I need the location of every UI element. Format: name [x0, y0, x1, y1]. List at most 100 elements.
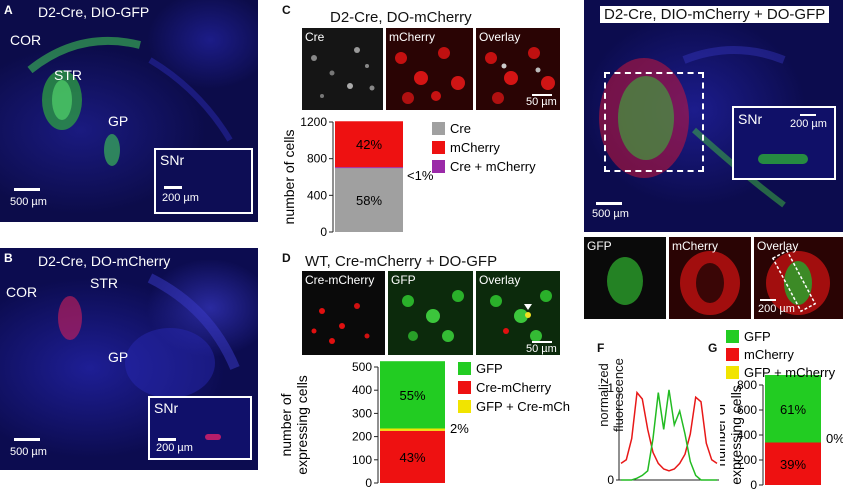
panel-title: D2-Cre, DO-mCherry	[330, 9, 472, 26]
tile-gfp-signal	[607, 257, 643, 305]
inset-scale-label: 200 µm	[156, 442, 193, 454]
bar-callout-label: 2%	[450, 421, 469, 436]
tile-overlay: Overlay 50 µm	[476, 271, 560, 355]
panel-letter: G	[708, 341, 718, 355]
panel-title: D2-Cre, DO-mCherry	[38, 253, 171, 269]
inset-scale-label: 200 µm	[790, 118, 827, 130]
panel-title: WT, Cre-mCherry + DO-GFP	[305, 253, 498, 270]
tile-label: Overlay	[479, 30, 521, 44]
tile-overlay: Overlay 50 µm	[476, 28, 560, 110]
scale-bar	[532, 341, 552, 343]
series-line	[620, 390, 718, 472]
scale-label: 50 µm	[526, 96, 557, 108]
legend-swatch	[458, 362, 471, 375]
inset-signal	[205, 434, 221, 440]
y-axis-label-line1: number of	[278, 393, 294, 456]
legend-swatch	[432, 122, 445, 135]
legend-swatch	[458, 400, 471, 413]
inset-box: SNr 200 µm	[148, 396, 252, 460]
tile-cre-mcherry: Cre-mCherry	[302, 271, 385, 355]
y-axis-label: number of cells	[281, 130, 297, 225]
chart-g: 0 200 400 600 800 number of expressing cells 39…	[720, 330, 843, 490]
panel-letter: D	[282, 251, 291, 265]
scale-label: 500 µm	[592, 208, 629, 220]
y-axis-label-line1: number of	[720, 403, 728, 466]
legend-label: GFP	[476, 361, 503, 376]
inset-scale-label: 200 µm	[162, 192, 199, 204]
tile-overlay-signal	[766, 249, 830, 315]
panel-b-fluorescence	[58, 273, 240, 398]
bar-segment	[380, 430, 445, 483]
tile-label: Cre-mCherry	[305, 273, 375, 287]
y-tick-label: 400	[307, 188, 327, 202]
y-tick-label: 100	[352, 453, 372, 467]
inset-box: SNr 200 µm	[154, 148, 253, 214]
scale-bar	[596, 202, 622, 205]
tile-mcherry-signal	[680, 251, 740, 315]
legend-label: GFP + mCherry	[744, 365, 836, 380]
y-tick-label: 0	[365, 476, 372, 490]
bar-segment	[380, 428, 445, 431]
region-label-gp: GP	[108, 113, 129, 129]
y-axis-label-line2: expressing cells	[728, 385, 744, 485]
tile-mcherry-cells	[395, 47, 465, 104]
tile-cre: Cre	[302, 28, 383, 110]
region-label-cor: COR	[10, 32, 42, 48]
bar-segment	[380, 361, 445, 429]
inset-signal	[758, 154, 808, 164]
scale-bar	[760, 299, 776, 301]
tile-overlay-cells	[485, 47, 555, 104]
panel-a-fluorescence	[27, 36, 233, 166]
tile-label: Overlay	[479, 273, 521, 287]
tile-label: Cre	[305, 30, 325, 44]
tile-label: GFP	[391, 273, 416, 287]
bar-percent-label: 43%	[399, 450, 425, 465]
y-axis-label-line2: expressing cells	[294, 375, 310, 475]
bar-segment	[335, 167, 403, 169]
scale-label: 200 µm	[758, 303, 795, 315]
bar-percent-label: 42%	[356, 137, 382, 152]
bar-percent-label: 58%	[356, 193, 382, 208]
region-label-gp: GP	[108, 349, 129, 365]
y-tick-label: 0	[320, 225, 327, 239]
inset-scale-bar	[158, 438, 176, 441]
tile-overlay: Overlay 200 µm	[754, 237, 843, 319]
inset-scale-bar	[164, 186, 182, 189]
tile-label: Overlay	[757, 239, 799, 253]
y-tick-label: 600	[737, 403, 757, 417]
chart-f: 01	[607, 381, 719, 486]
tile-label: mCherry	[389, 30, 436, 44]
inset-scale-bar	[800, 114, 816, 116]
legend-label: GFP + Cre-mCherry	[476, 399, 570, 414]
scale-label: 50 µm	[526, 343, 557, 355]
bar-segment	[335, 121, 403, 168]
bar-segment	[765, 442, 821, 485]
legend-swatch	[726, 330, 739, 343]
y-tick-label: 0	[607, 473, 614, 486]
y-tick-label: 500	[352, 360, 372, 374]
scale-bar	[14, 188, 40, 191]
panel-letter: C	[282, 3, 291, 17]
y-tick-label: 1	[607, 381, 614, 395]
bar-callout-label: <1%	[407, 168, 434, 183]
tile-overlay-cells	[490, 290, 552, 342]
tile-mcherry: mCherry	[386, 28, 473, 110]
legend-swatch	[726, 348, 739, 361]
tile-label: GFP	[587, 239, 612, 253]
y-tick-label: 400	[352, 383, 372, 397]
inset-label: SNr	[738, 111, 763, 127]
legend-swatch	[458, 381, 471, 394]
tile-gfp-cells	[402, 290, 464, 342]
tile-gfp: GFP	[388, 271, 473, 355]
scale-bar	[532, 94, 552, 96]
y-tick-label: 800	[737, 378, 757, 392]
legend-swatch	[432, 160, 445, 173]
legend-label: GFP	[744, 330, 771, 344]
bar-percent-label: 55%	[399, 388, 425, 403]
inset-label: SNr	[154, 400, 179, 416]
legend-swatch	[726, 366, 739, 379]
panel-b-image: B D2-Cre, DO-mCherry COR STR GP SNr 200 …	[0, 248, 258, 470]
bar-percent-label: 39%	[780, 457, 806, 472]
inset-box: SNr 200 µm	[732, 106, 836, 180]
